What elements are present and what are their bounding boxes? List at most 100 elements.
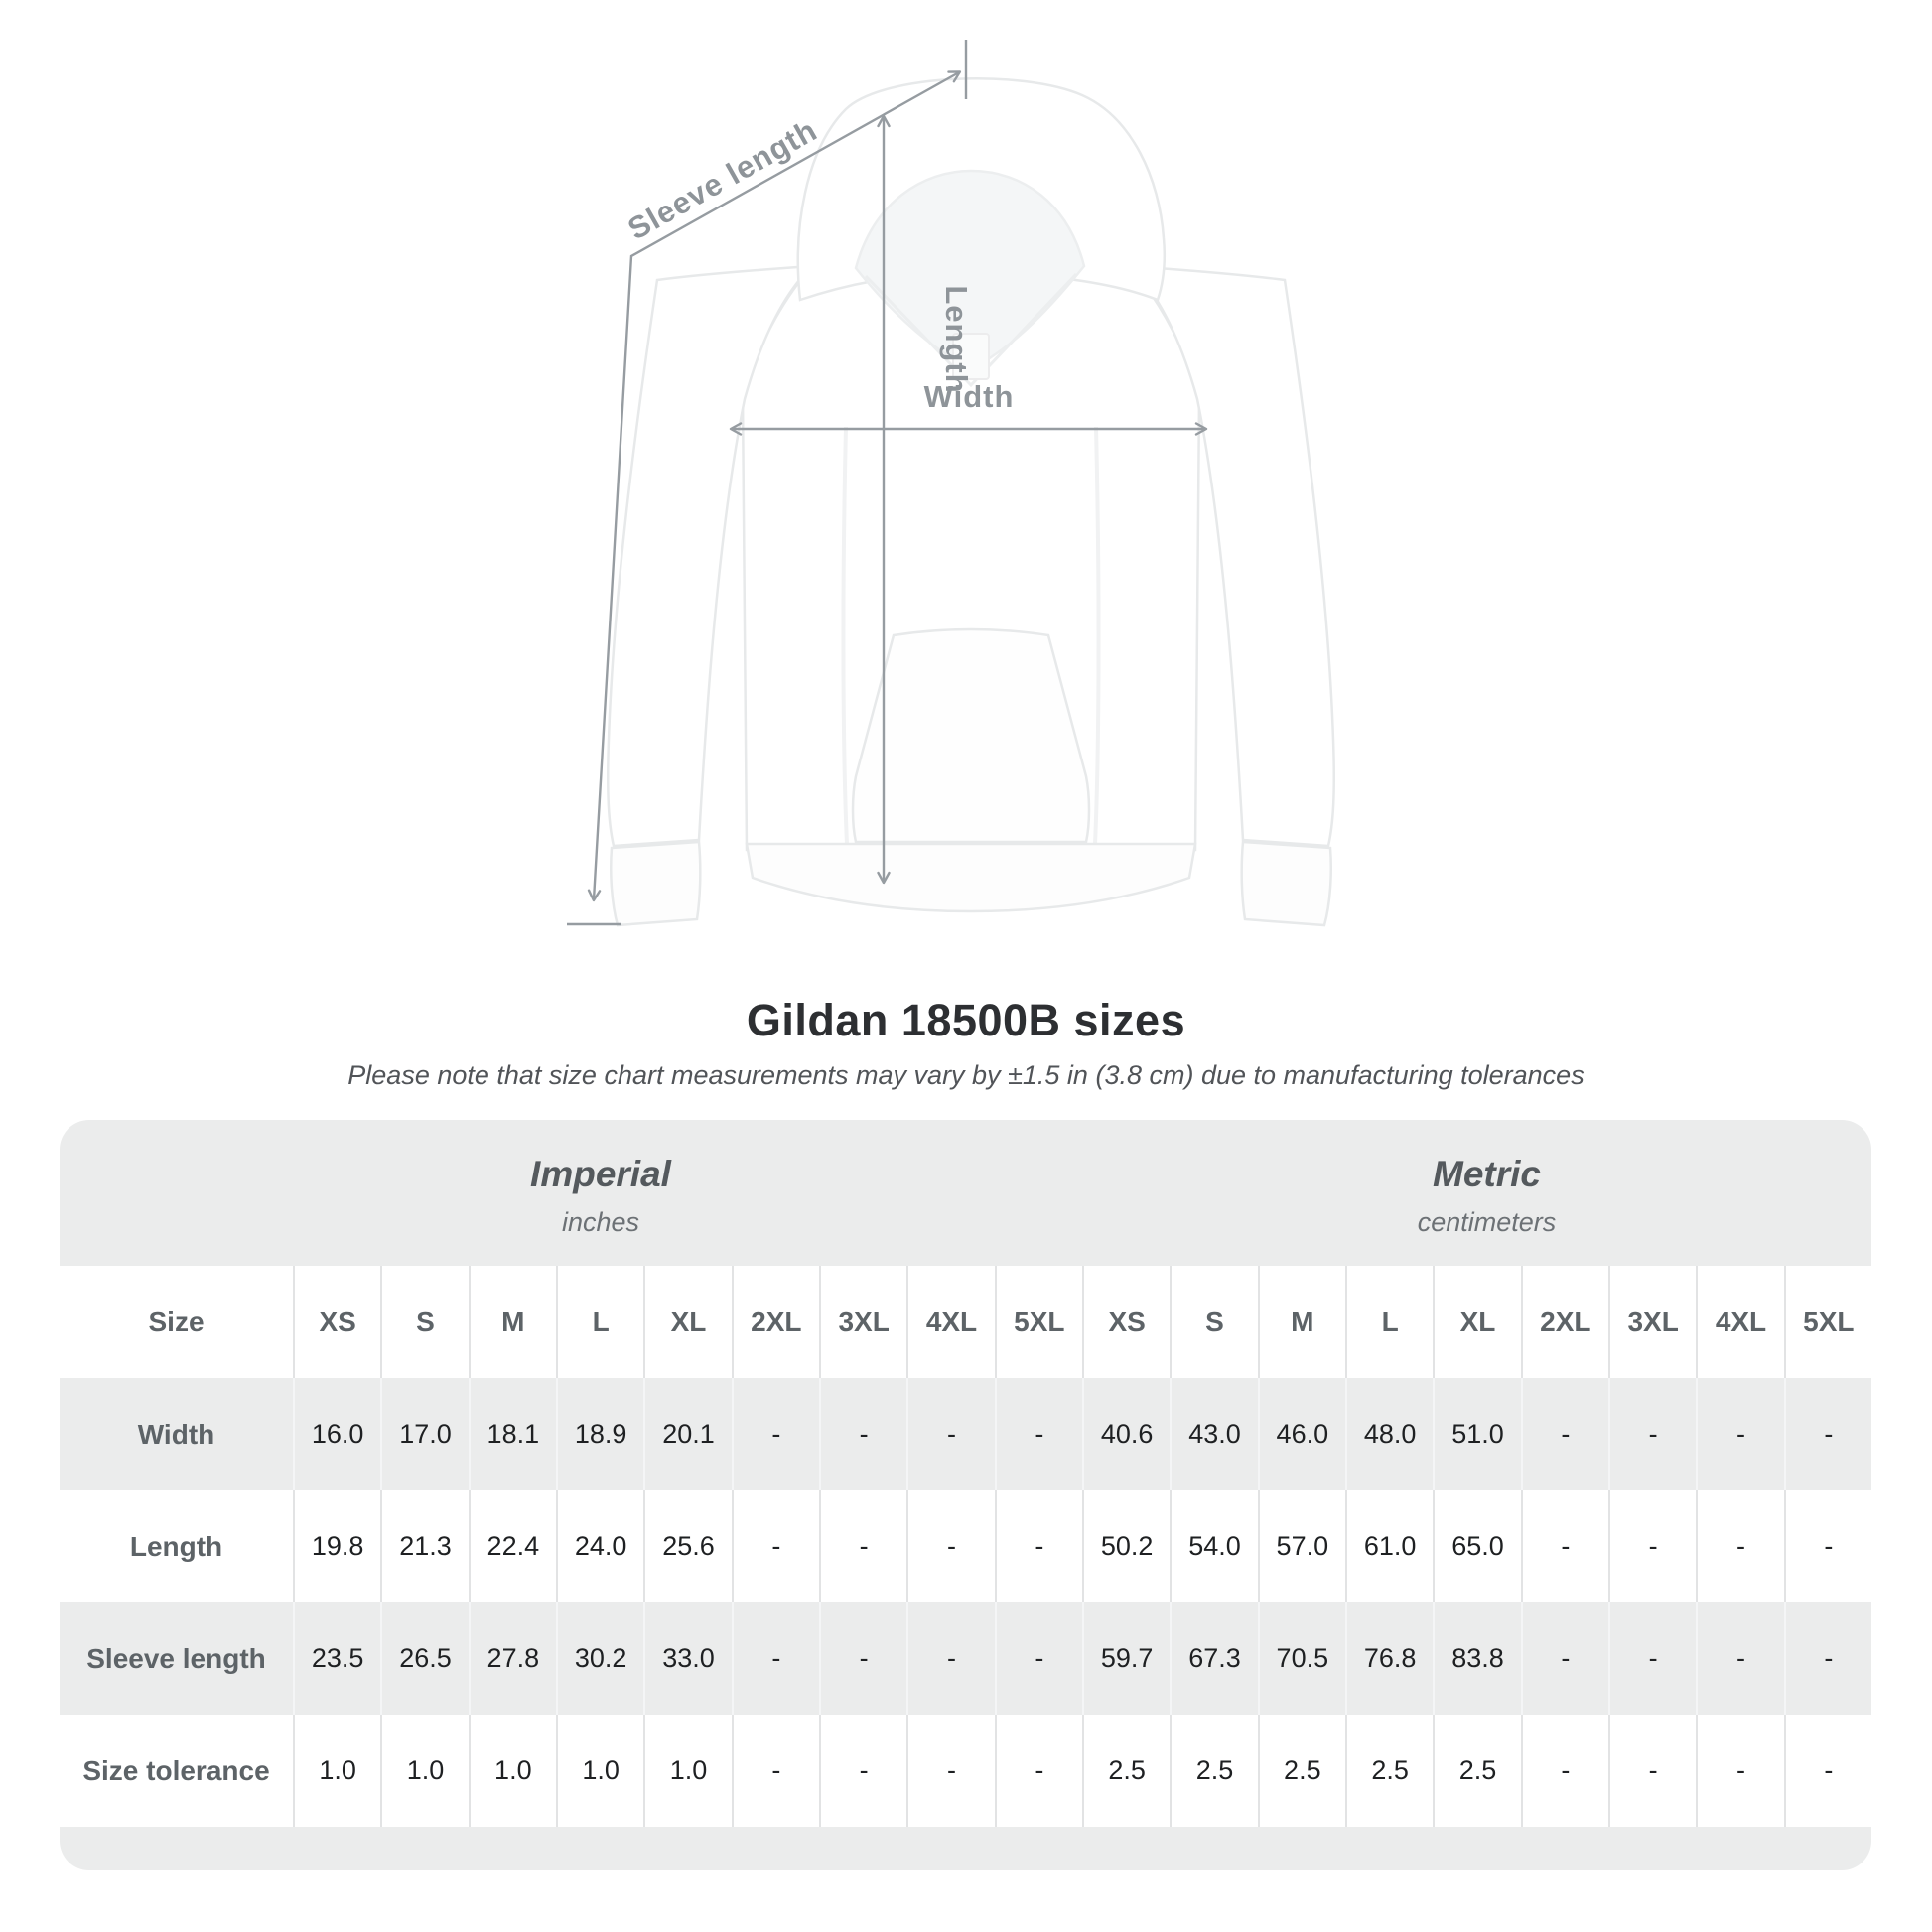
table-cell: 25.6 <box>643 1490 731 1602</box>
row-label: Width <box>137 1418 215 1449</box>
size-header-label: Size <box>148 1306 205 1337</box>
table-cell: - <box>1783 1602 1871 1715</box>
table-cell: - <box>1608 1378 1696 1490</box>
table-cell: - <box>994 1378 1082 1490</box>
table-cell: - <box>906 1602 994 1715</box>
table-cell: 59.7 <box>1082 1602 1170 1715</box>
table-cell: 57.0 <box>1257 1490 1345 1602</box>
table-row: Sleeve length 23.5 26.5 27.8 30.2 33.0- - - -59.… <box>60 1602 1871 1715</box>
table-cell: 2.5 <box>1433 1715 1520 1827</box>
table-cell: 40.6 <box>1082 1378 1170 1490</box>
table-cell: 24.0 <box>556 1490 643 1602</box>
table-cell: - <box>1520 1602 1608 1715</box>
table-row: Size tolerance 1.0 1.0 1.0 1.0 1.0- - - -2.5 2.5 2… <box>60 1715 1871 1827</box>
hoodie-illustration: Sleeve length Length Width <box>567 40 1336 927</box>
row-label: Length <box>129 1530 223 1562</box>
table-cell: 1.0 <box>643 1715 731 1827</box>
sleeve-length-label: Sleeve length <box>622 112 823 246</box>
table-cell: 2.5 <box>1345 1715 1433 1827</box>
size-col-header: S <box>1170 1266 1257 1378</box>
table-cell: 21.3 <box>380 1490 468 1602</box>
size-col-header: 2XL <box>1520 1266 1608 1378</box>
size-col-header: M <box>1257 1266 1345 1378</box>
table-cell: 33.0 <box>643 1602 731 1715</box>
table-row: Length 19.8 21.3 22.4 24.0 25.6- - - -50.2 54.0 57… <box>60 1490 1871 1602</box>
imperial-unit: inches <box>561 1207 640 1237</box>
table-cell: - <box>1696 1602 1783 1715</box>
table-cell: 67.3 <box>1170 1602 1257 1715</box>
size-col-header: XL <box>1433 1266 1520 1378</box>
table-cell: 46.0 <box>1257 1378 1345 1490</box>
table-cell: - <box>1520 1378 1608 1490</box>
table-cell: - <box>819 1715 906 1827</box>
table-cell: - <box>1520 1715 1608 1827</box>
imperial-title: Imperial <box>530 1154 671 1194</box>
table-cell: - <box>731 1602 819 1715</box>
hoodie-garment <box>606 77 1336 927</box>
table-cell: - <box>731 1715 819 1827</box>
table-cell: - <box>1783 1490 1871 1602</box>
table-cell: 50.2 <box>1082 1490 1170 1602</box>
table-cell: 1.0 <box>380 1715 468 1827</box>
metric-unit: centimeters <box>1417 1207 1557 1237</box>
table-cell: 83.8 <box>1433 1602 1520 1715</box>
table-cell: 17.0 <box>380 1378 468 1490</box>
table-cell: 1.0 <box>468 1715 556 1827</box>
table-cell: 30.2 <box>556 1602 643 1715</box>
table-row: Width 16.0 17.0 18.1 18.9 20.1- - - -40.6 43.0 46.… <box>60 1378 1871 1490</box>
table-cell: - <box>1696 1378 1783 1490</box>
size-table-panel: Imperial inches Metric centimeters Size … <box>60 1120 1871 1870</box>
table-cell: - <box>1608 1715 1696 1827</box>
table-cell: - <box>1520 1490 1608 1602</box>
table-cell: 1.0 <box>556 1715 643 1827</box>
table-cell: 1.0 <box>293 1715 380 1827</box>
table-cell: 70.5 <box>1257 1602 1345 1715</box>
size-col-header: 4XL <box>906 1266 994 1378</box>
table-cell: 2.5 <box>1257 1715 1345 1827</box>
table-cell: - <box>1783 1378 1871 1490</box>
row-label: Sleeve length <box>86 1642 266 1674</box>
table-cell: 43.0 <box>1170 1378 1257 1490</box>
size-col-header: L <box>556 1266 643 1378</box>
size-col-header: M <box>468 1266 556 1378</box>
table-cell: - <box>994 1490 1082 1602</box>
table-cell: 61.0 <box>1345 1490 1433 1602</box>
metric-header: Metric centimeters <box>1092 1154 1881 1238</box>
imperial-header: Imperial inches <box>89 1154 1112 1238</box>
table-cell: - <box>1783 1715 1871 1827</box>
table-cell: - <box>994 1715 1082 1827</box>
size-col-header: 2XL <box>731 1266 819 1378</box>
size-col-header: 4XL <box>1696 1266 1783 1378</box>
table-cell: - <box>906 1715 994 1827</box>
table-cell: - <box>731 1378 819 1490</box>
table-cell: - <box>819 1378 906 1490</box>
sleeve-length-arrow <box>567 40 968 926</box>
table-cell: 54.0 <box>1170 1490 1257 1602</box>
size-header-row: Size XS S M L XL 2XL 3XL 4XL 5XL XS S M L XL 2XL 3XL 4XL… <box>60 1266 1871 1378</box>
page-title: Gildan 18500B sizes <box>746 995 1186 1045</box>
size-col-header: 5XL <box>1783 1266 1871 1378</box>
table-cell: 23.5 <box>293 1602 380 1715</box>
table-cell: 18.1 <box>468 1378 556 1490</box>
metric-title: Metric <box>1433 1154 1541 1194</box>
width-label: Width <box>924 379 1015 414</box>
size-col-header: L <box>1345 1266 1433 1378</box>
table-cell: 27.8 <box>468 1602 556 1715</box>
table-cell: 2.5 <box>1170 1715 1257 1827</box>
table-cell: 19.8 <box>293 1490 380 1602</box>
table-cell: 22.4 <box>468 1490 556 1602</box>
table-cell: 2.5 <box>1082 1715 1170 1827</box>
table-cell: - <box>819 1490 906 1602</box>
table-cell: - <box>819 1602 906 1715</box>
table-cell: - <box>1696 1715 1783 1827</box>
size-col-header: XS <box>1082 1266 1170 1378</box>
size-col-header: XS <box>293 1266 380 1378</box>
table-cell: 48.0 <box>1345 1378 1433 1490</box>
table-cell: - <box>1696 1490 1783 1602</box>
size-col-header: 5XL <box>994 1266 1082 1378</box>
length-label: Length <box>939 285 974 393</box>
table-cell: 26.5 <box>380 1602 468 1715</box>
size-col-header: 3XL <box>1608 1266 1696 1378</box>
size-col-header: 3XL <box>819 1266 906 1378</box>
